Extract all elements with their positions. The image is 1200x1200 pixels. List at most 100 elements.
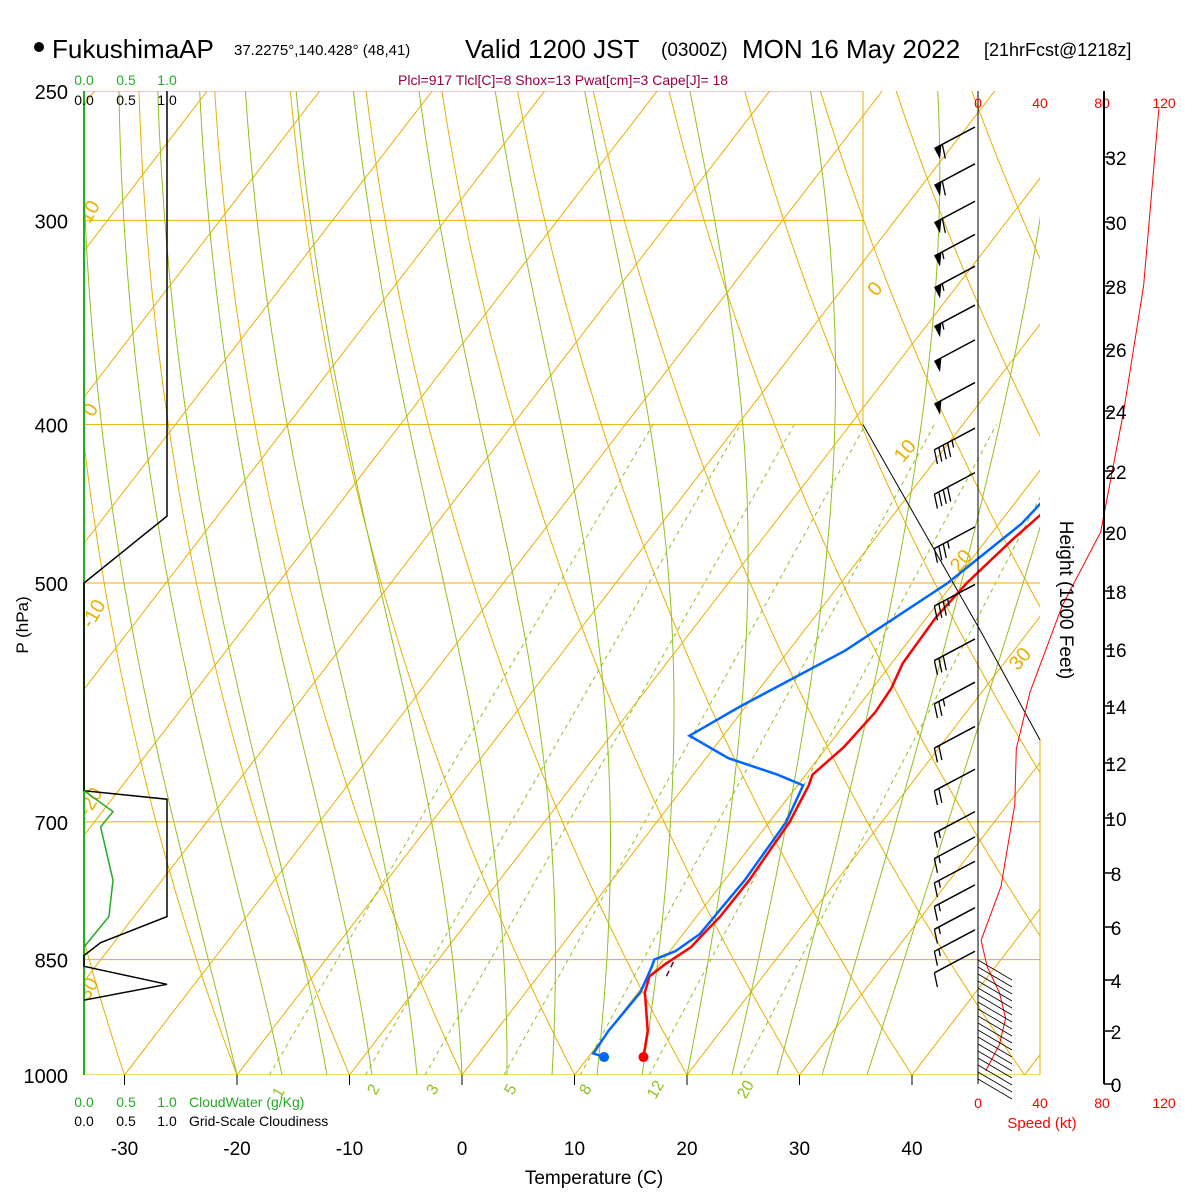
wind-barb-pennant <box>934 144 942 160</box>
wind-barb-pennant <box>934 181 942 196</box>
wind-barb-flag <box>946 487 952 502</box>
wind-barb <box>934 126 976 160</box>
isotherm-line <box>84 91 658 837</box>
x-axis-title: Temperature (C) <box>525 1168 663 1189</box>
isotherm-line <box>461 323 1040 1075</box>
wind-barb-half-flag <box>946 598 950 607</box>
wind-barb-flag <box>933 747 939 763</box>
pressure-tick-label: 500 <box>35 574 68 596</box>
temperature-tick-label: 10 <box>564 1139 585 1160</box>
wind-barb-half-flag <box>946 541 950 549</box>
low-level-barb <box>977 959 1013 981</box>
wind-barb <box>933 725 976 763</box>
temperature-tick-label: 0 <box>457 1139 468 1160</box>
speed-tick-bottom: 120 <box>1152 1095 1176 1111</box>
wind-barb-flag <box>933 548 939 563</box>
pressure-tick-label: 250 <box>35 82 68 104</box>
wind-barb <box>934 163 976 196</box>
wind-barb-flag <box>938 447 943 462</box>
cloud-panel: 0.0 0.0 0.0 0.0 0.5 0.5 0.5 0.5 1.0 1.0 1.0 1.0 <box>74 72 177 1129</box>
wind-barb <box>934 339 976 373</box>
mixing-ratio-label: 5 <box>502 1082 521 1098</box>
cloudiness-tick-top: 1.0 <box>157 92 177 108</box>
wind-barb-shaft <box>934 725 976 749</box>
height-axis-title: Height (1000 Feet) <box>1055 521 1076 679</box>
cloudiness-tick-bottom: 0.5 <box>116 1113 136 1129</box>
wind-barb-flag <box>933 790 939 806</box>
wind-barb-flag <box>942 655 947 671</box>
moist-adiabat-line <box>494 91 611 1075</box>
wind-barb-flag <box>941 144 947 159</box>
temperature-tick-label: -20 <box>223 1139 250 1160</box>
isotherm-line <box>573 469 1040 1075</box>
wind-barb-half-flag <box>938 903 941 912</box>
mixing-ratio-label: 20 <box>734 1078 758 1102</box>
wind-barb-shaft <box>934 526 976 550</box>
isotherms <box>84 91 1040 1075</box>
height-tick-label: 32 <box>1105 149 1126 170</box>
mixing-ratio-line <box>739 496 1040 1075</box>
wind-barb-flag <box>938 701 943 716</box>
height-tick-label: 2 <box>1111 1023 1122 1044</box>
moist-adiabat-line <box>686 91 749 1075</box>
height-tick-label: 22 <box>1105 463 1126 484</box>
cloudwater-tick-top: 1.0 <box>157 72 177 88</box>
wind-barb-flag <box>933 858 939 873</box>
terrain-outline <box>862 424 1041 1075</box>
wind-barb <box>933 681 976 719</box>
wind-barb-flag <box>933 605 939 621</box>
wind-barb-shaft <box>934 907 976 930</box>
station-name: FukushimaAP <box>52 34 214 64</box>
valid-utc: (0300Z) <box>661 40 728 61</box>
temperature-tick-label: -30 <box>111 1139 138 1160</box>
wind-barb-half-flag <box>938 880 941 888</box>
wind-barb-shaft <box>934 265 976 289</box>
isotherm-line <box>84 91 546 691</box>
low-level-barb <box>977 1071 1013 1093</box>
low-level-barb <box>977 1043 1013 1065</box>
wind-barb <box>933 638 976 675</box>
wind-barb-shaft <box>934 339 976 363</box>
wind-barb-flag <box>941 181 947 196</box>
mixing-ratio-line <box>648 424 997 1075</box>
wind-barb-half-flag <box>942 698 946 707</box>
speed-tick-top: 40 <box>1032 95 1048 111</box>
wind-barb-shaft <box>934 427 976 451</box>
height-tick-label: 30 <box>1105 214 1126 235</box>
wind-barb <box>934 265 976 299</box>
low-level-barb <box>977 1015 1013 1037</box>
wind-barb-pennant <box>934 252 942 267</box>
wind-barb-half-flag <box>941 322 945 330</box>
wind-barb-shaft <box>934 860 976 884</box>
moist-adiabat-line <box>418 91 556 1075</box>
dry-adiabat-line <box>214 91 463 1075</box>
wind-barb-flag <box>933 833 939 848</box>
wind-barb-half-flag <box>941 283 945 291</box>
mixing-ratio-line <box>579 424 935 1075</box>
height-tick-label: 20 <box>1105 524 1126 545</box>
moist-adiabat-line <box>866 525 1040 1075</box>
mixing-ratio-label: 8 <box>577 1082 596 1098</box>
wind-barb-flag <box>942 543 947 559</box>
wind-barb-flag <box>938 788 943 803</box>
wind-barb-flag <box>933 703 939 719</box>
wind-barb-shaft <box>934 583 976 607</box>
moist-adiabats <box>84 91 1040 1075</box>
temperature-tick-label: -10 <box>336 1139 363 1160</box>
cloudwater-line <box>83 790 115 948</box>
mixing-ratio-line <box>268 424 654 1075</box>
wind-barb-flag <box>946 442 952 458</box>
wind-barb-shaft <box>934 810 976 834</box>
wind-barb-flag <box>933 929 939 944</box>
wind-barb-flag <box>942 444 947 460</box>
wind-barb-pennant <box>934 322 942 338</box>
wind-barb-flag <box>933 882 939 898</box>
isotherm-line <box>348 177 1040 1075</box>
dry-adiabat-line <box>668 91 1040 937</box>
wind-barb <box>933 583 976 621</box>
cloudwater-tick-bottom: 1.0 <box>157 1094 177 1110</box>
pressure-tick-label: 400 <box>35 416 68 438</box>
wind-barb-shaft <box>934 381 976 405</box>
mixing-ratio-label: 12 <box>644 1078 668 1102</box>
